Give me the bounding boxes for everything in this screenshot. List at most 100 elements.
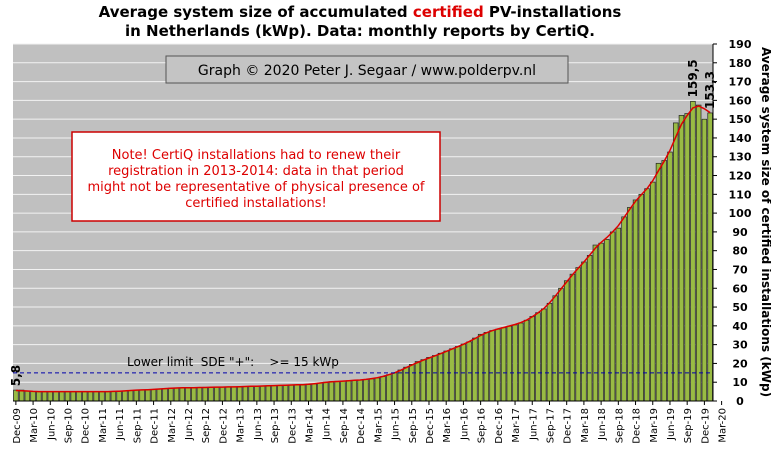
bar (546, 302, 553, 402)
x-tick-label: Jun-13 (253, 408, 264, 441)
bar (483, 332, 490, 402)
bar (305, 384, 312, 402)
x-tick-label: Sep-10 (64, 408, 75, 443)
credit-text: Graph © 2020 Peter J. Segaar / www.polde… (198, 63, 536, 79)
bar (563, 280, 570, 402)
bar (231, 386, 237, 402)
note-line-2: registration in 2013-2014: data in that … (108, 164, 404, 179)
bar (271, 385, 277, 402)
x-tick-label: Dec-18 (632, 408, 643, 444)
x-tick-label: Sep-12 (201, 408, 212, 443)
y-tick-label: 90 (732, 226, 748, 239)
bar (156, 388, 163, 402)
bar (386, 374, 392, 402)
bar (541, 308, 547, 402)
trend-line (15, 105, 711, 393)
bar (592, 244, 599, 402)
bar (443, 350, 449, 402)
bar (345, 380, 352, 402)
bar (259, 385, 266, 402)
note-line-3: might not be representative of physical … (88, 180, 425, 195)
bar (472, 337, 478, 402)
x-tick-label: Sep-13 (270, 408, 281, 443)
bar (368, 378, 375, 402)
bar (650, 181, 656, 402)
bar (684, 113, 690, 402)
bar (185, 387, 191, 402)
y-tick-label: 0 (736, 395, 744, 408)
chart-title-line1: Average system size of accumulated certi… (0, 3, 720, 22)
x-tick-label: Dec-14 (356, 408, 367, 444)
bar (380, 376, 386, 402)
title-text-certified: certified (412, 3, 484, 21)
x-tick-label: Dec-19 (700, 408, 711, 444)
bar (265, 385, 272, 402)
bar (70, 391, 76, 402)
bar (655, 162, 662, 402)
x-tick-label: Dec-09 (12, 408, 23, 444)
bar (586, 255, 593, 402)
bar (150, 389, 157, 402)
bar (575, 267, 581, 402)
bar (414, 361, 421, 402)
bar (604, 239, 610, 402)
y-tick-label: 70 (732, 263, 748, 276)
bar (322, 381, 329, 402)
y-tick-label: 110 (729, 188, 752, 201)
bar (328, 381, 335, 402)
bar (116, 390, 122, 402)
x-tick-label: Sep-19 (683, 408, 694, 443)
bar (139, 389, 145, 402)
y-tick-label: 180 (729, 57, 752, 70)
y-tick-label: 50 (732, 301, 748, 314)
x-tick-label: Sep-17 (545, 408, 556, 443)
credit-box: Graph © 2020 Peter J. Segaar / www.polde… (165, 55, 569, 84)
bar (36, 391, 42, 402)
x-tick-label: Sep-15 (408, 408, 419, 443)
y-tick-label: 140 (729, 132, 752, 145)
bar (598, 242, 604, 402)
bar (627, 207, 633, 402)
x-tick-label: Sep-18 (614, 408, 625, 443)
x-tick-label: Jun-17 (528, 408, 539, 441)
x-tick-label: Mar-17 (511, 408, 522, 443)
bar (87, 391, 94, 402)
bar (707, 112, 713, 402)
bar (110, 391, 117, 402)
y-tick-label: 190 (729, 38, 752, 51)
bar (173, 387, 180, 402)
bar (219, 386, 226, 402)
x-tick-label: Mar-19 (649, 408, 660, 443)
bar (24, 390, 31, 402)
bar (76, 391, 82, 402)
bar (500, 327, 507, 402)
bar (454, 346, 461, 402)
y-tick-label: 160 (729, 94, 752, 107)
note-line-1: Note! CertiQ installations had to renew … (112, 148, 401, 163)
chart-title-line2: in Netherlands (kWp). Data: monthly repo… (124, 22, 595, 40)
bar (277, 385, 283, 402)
bar (99, 391, 105, 402)
bar (18, 389, 25, 402)
bar (282, 384, 289, 402)
x-tick-label: Dec-17 (563, 408, 574, 444)
bar (133, 389, 140, 402)
x-tick-label: Mar-10 (29, 408, 40, 443)
bar (242, 386, 249, 402)
bar (236, 386, 243, 402)
bar (477, 333, 484, 402)
bar (558, 287, 564, 402)
bar (661, 160, 667, 402)
x-tick-label: Mar-18 (580, 408, 591, 443)
title-text-a: Average system size of accumulated (98, 3, 413, 21)
x-tick-label: Dec-15 (425, 408, 436, 444)
x-tick-label: Jun-14 (322, 408, 333, 441)
bar (621, 216, 627, 402)
y-axis-label: Average system size of certified install… (759, 47, 771, 397)
bar (672, 122, 679, 402)
bar (529, 316, 535, 402)
y-tick-label: 60 (732, 282, 748, 295)
bar (403, 366, 409, 402)
bar (288, 384, 294, 402)
